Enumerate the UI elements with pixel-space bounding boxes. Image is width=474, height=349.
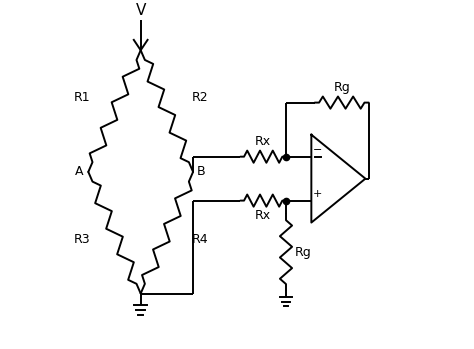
Text: +: + (313, 189, 322, 199)
Text: B: B (196, 165, 205, 178)
Text: Rx: Rx (255, 135, 271, 148)
Text: Rg: Rg (294, 246, 311, 259)
Text: A: A (75, 165, 83, 178)
Text: R2: R2 (191, 91, 208, 104)
Text: R1: R1 (73, 91, 90, 104)
Text: Rx: Rx (255, 209, 271, 222)
Text: V: V (136, 3, 146, 18)
Text: R4: R4 (191, 233, 208, 246)
Text: −: − (313, 145, 322, 155)
Text: R3: R3 (73, 233, 90, 246)
Text: Rg: Rg (333, 81, 350, 94)
